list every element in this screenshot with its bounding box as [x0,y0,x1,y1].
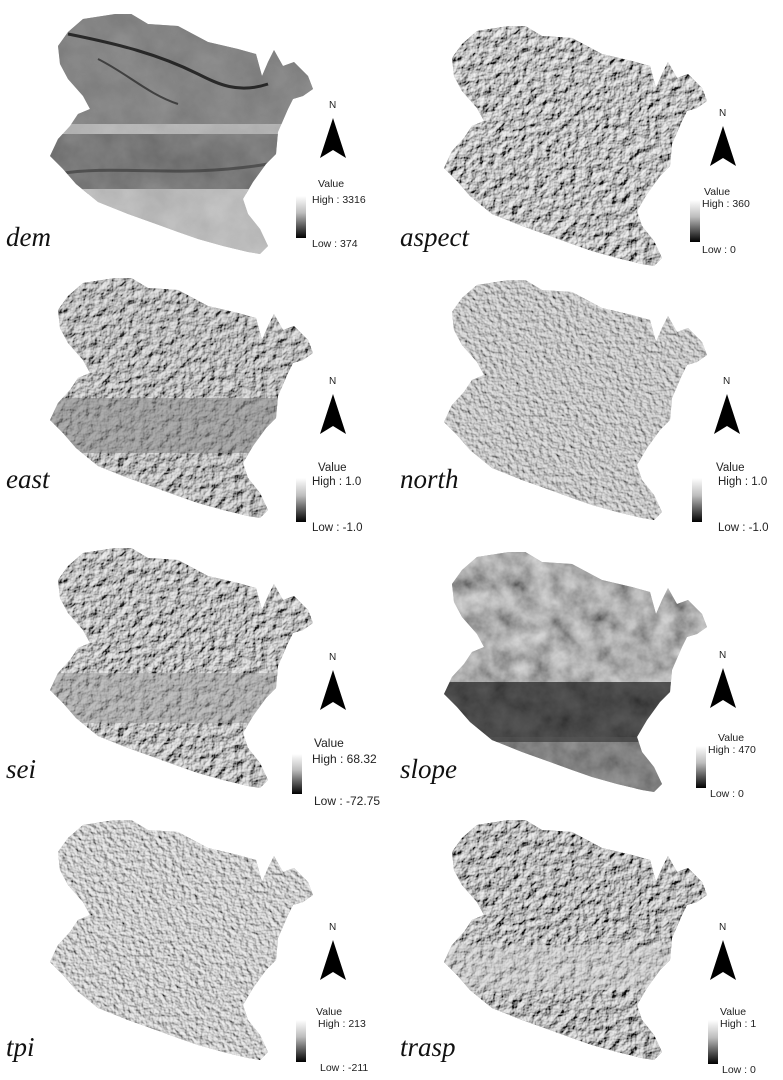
north-arrow-icon [710,126,736,166]
legend-low: Low : -72.75 [314,794,381,808]
legend-colorbar [292,754,302,794]
panel-trasp: trasp N Value High : 1 Low : 0 [390,810,783,1080]
north-arrow-icon [320,118,346,158]
legend-low: Low : 0 [702,244,736,256]
legend: Value High : 68.32 Low : -72.75 [292,736,390,812]
north-label: N [329,652,337,663]
north-arrow-icon [320,940,346,980]
legend-low: Low : -1.0 [312,522,363,534]
panel-label: tpi [6,1032,35,1062]
legend-high: High : 360 [702,198,750,210]
panel-east: east N Value High : 1.0 Low : -1.0 [0,270,390,540]
north-label: N [723,376,731,387]
map-east [50,278,313,518]
north-arrow-icon [320,670,346,710]
map-north [444,280,707,520]
legend-high: High : 1 [720,1018,757,1030]
north-label: N [719,650,727,661]
legend-low: Low : 0 [722,1064,756,1076]
legend: Value High : 360 Low : 0 [690,186,780,266]
north-arrow-icon [320,394,346,434]
legend-low: Low : -1.0 [718,522,769,534]
legend-low: Low : -211 [320,1062,369,1074]
north-arrow-icon [710,668,736,708]
legend: Value High : 1.0 Low : -1.0 [692,462,782,542]
north-label: N [329,922,337,933]
map-trasp [444,820,707,1060]
panel-north: north N Value High : 1.0 Low : -1.0 [390,270,783,540]
legend-high: High : 470 [708,744,756,756]
legend-colorbar [696,746,706,788]
legend-colorbar [296,478,306,522]
legend-high: High : 3316 [312,194,366,206]
legend-colorbar [690,200,700,242]
legend-high: High : 1.0 [312,476,362,488]
map-dem [50,14,313,254]
panel-sei: sei N Value High : 68.32 Low : -72.75 [0,540,390,810]
north-arrow-icon [714,394,740,434]
legend: Value High : 1.0 Low : -1.0 [296,462,390,542]
panel-dem: dem N Value High : 3316 Low : 374 [0,0,390,270]
panel-label: sei [6,754,36,784]
legend-colorbar [296,196,306,238]
panel-label: dem [6,222,51,252]
legend: Value High : 1 Low : 0 [708,1006,780,1078]
legend-title: Value [314,736,344,750]
legend-colorbar [692,478,702,522]
legend-title: Value [316,1006,343,1018]
panel-label: trasp [400,1032,456,1062]
legend-title: Value [318,462,347,474]
panel-label: north [400,464,459,494]
panel-tpi: tpi N Value High : 213 Low : -211 [0,810,390,1080]
legend-high: High : 68.32 [312,752,377,766]
legend-colorbar [296,1020,306,1062]
map-sei [50,548,313,788]
north-arrow-icon [710,940,736,980]
map-tpi [50,820,313,1060]
legend-title: Value [720,1006,747,1018]
legend-low: Low : 0 [710,788,744,800]
panel-label: slope [400,754,457,784]
legend-title: Value [716,462,745,474]
north-label: N [719,922,727,933]
legend: Value High : 213 Low : -211 [296,1006,386,1078]
north-label: N [329,376,337,387]
map-slope [444,552,707,792]
legend-title: Value [318,178,345,190]
north-label: N [329,100,337,111]
legend-title: Value [718,732,745,744]
panel-label: east [6,464,50,494]
panel-label: aspect [400,222,469,252]
legend: Value High : 3316 Low : 374 [296,178,386,268]
legend-high: High : 1.0 [718,476,768,488]
north-label: N [719,108,727,119]
legend-low: Low : 374 [312,238,358,250]
panel-aspect: aspect N Value High : 360 Low : 0 [390,0,783,270]
legend-title: Value [704,186,731,198]
legend-high: High : 213 [318,1018,366,1030]
map-aspect [444,26,707,266]
legend-colorbar [708,1020,718,1064]
legend: Value High : 470 Low : 0 [696,732,782,812]
panel-slope: slope N Value High : 470 Low : 0 [390,540,783,810]
